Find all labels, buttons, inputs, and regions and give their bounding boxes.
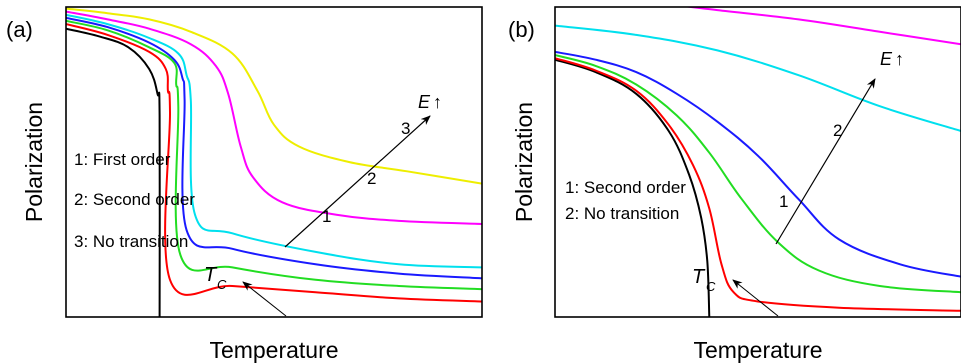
panel-b-curve-cyan: [555, 24, 961, 132]
panel-a-curve-black: [66, 27, 161, 317]
panel-a-marker-1: 1: [322, 207, 331, 226]
panel-a-legend-item-1: 1: First order: [74, 150, 171, 169]
panel-b-y-axis-label: Polarization: [511, 102, 537, 222]
panel-b-series-group: [555, 7, 961, 317]
panel-b-tc-subscript: C: [706, 279, 716, 294]
panel-a-frame: [65, 6, 483, 318]
panel-a-tc-label: T C: [204, 264, 227, 292]
panel-a-field-symbol: E: [418, 92, 431, 112]
panel-b-frame: [554, 6, 961, 318]
panel-a-tc-arrow: [242, 281, 287, 317]
panel-a: (a) Polarization Temperature E ↑ 1 2 3 1…: [6, 6, 483, 363]
panel-a-legend-item-3: 3: No transition: [74, 232, 188, 251]
panel-b-curve-black: [555, 58, 711, 317]
panel-b-label: (b): [508, 17, 535, 42]
panel-b-curve-magenta: [682, 7, 961, 46]
panel-a-label: (a): [6, 17, 33, 42]
panel-a-curve-red: [66, 23, 482, 303]
panel-a-curve-blue: [66, 16, 482, 280]
panel-b-field-symbol: E: [880, 49, 893, 69]
panel-a-field-arrow: [284, 115, 431, 248]
panel-a-x-axis-label: Temperature: [209, 337, 338, 363]
panel-b-legend-item-2: 2: No transition: [565, 204, 679, 223]
panel-a-legend-item-2: 2: Second order: [74, 190, 195, 209]
panel-a-marker-3: 3: [401, 119, 410, 138]
panel-b-field-arrow: [775, 78, 876, 245]
panel-b-tc-symbol: T: [692, 266, 706, 288]
panel-b-curve-red: [555, 57, 961, 312]
panel-a-curve-cyan: [66, 13, 482, 269]
panel-a-marker-2: 2: [367, 169, 376, 188]
panel-a-field-label: E ↑: [418, 92, 442, 112]
panel-a-y-axis-label: Polarization: [21, 102, 47, 222]
panel-b-tc-label: T C: [692, 266, 716, 294]
panel-a-field-up-arrow: ↑: [433, 92, 442, 112]
panel-b-legend-item-1: 1: Second order: [565, 178, 686, 197]
panel-a-tc-subscript: C: [217, 277, 227, 292]
panel-b-curve-green: [555, 54, 961, 294]
panel-b-x-axis-label: Temperature: [693, 337, 822, 363]
panel-b: (b) Polarization Temperature E ↑ 1 2 1: …: [508, 6, 961, 363]
panel-a-tc-symbol: T: [204, 264, 218, 286]
panel-b-field-up-arrow: ↑: [895, 49, 904, 69]
panel-a-curve-green: [66, 19, 482, 291]
panel-a-series-group: [66, 7, 482, 317]
panel-a-curve-yellow: [66, 7, 482, 185]
panel-b-field-label: E ↑: [880, 49, 904, 69]
panel-b-curve-blue: [555, 50, 961, 278]
panel-b-marker-2: 2: [833, 121, 842, 140]
panel-b-marker-1: 1: [779, 192, 788, 211]
panel-b-tc-arrow: [732, 279, 779, 317]
panel-a-curve-magenta: [66, 10, 482, 225]
